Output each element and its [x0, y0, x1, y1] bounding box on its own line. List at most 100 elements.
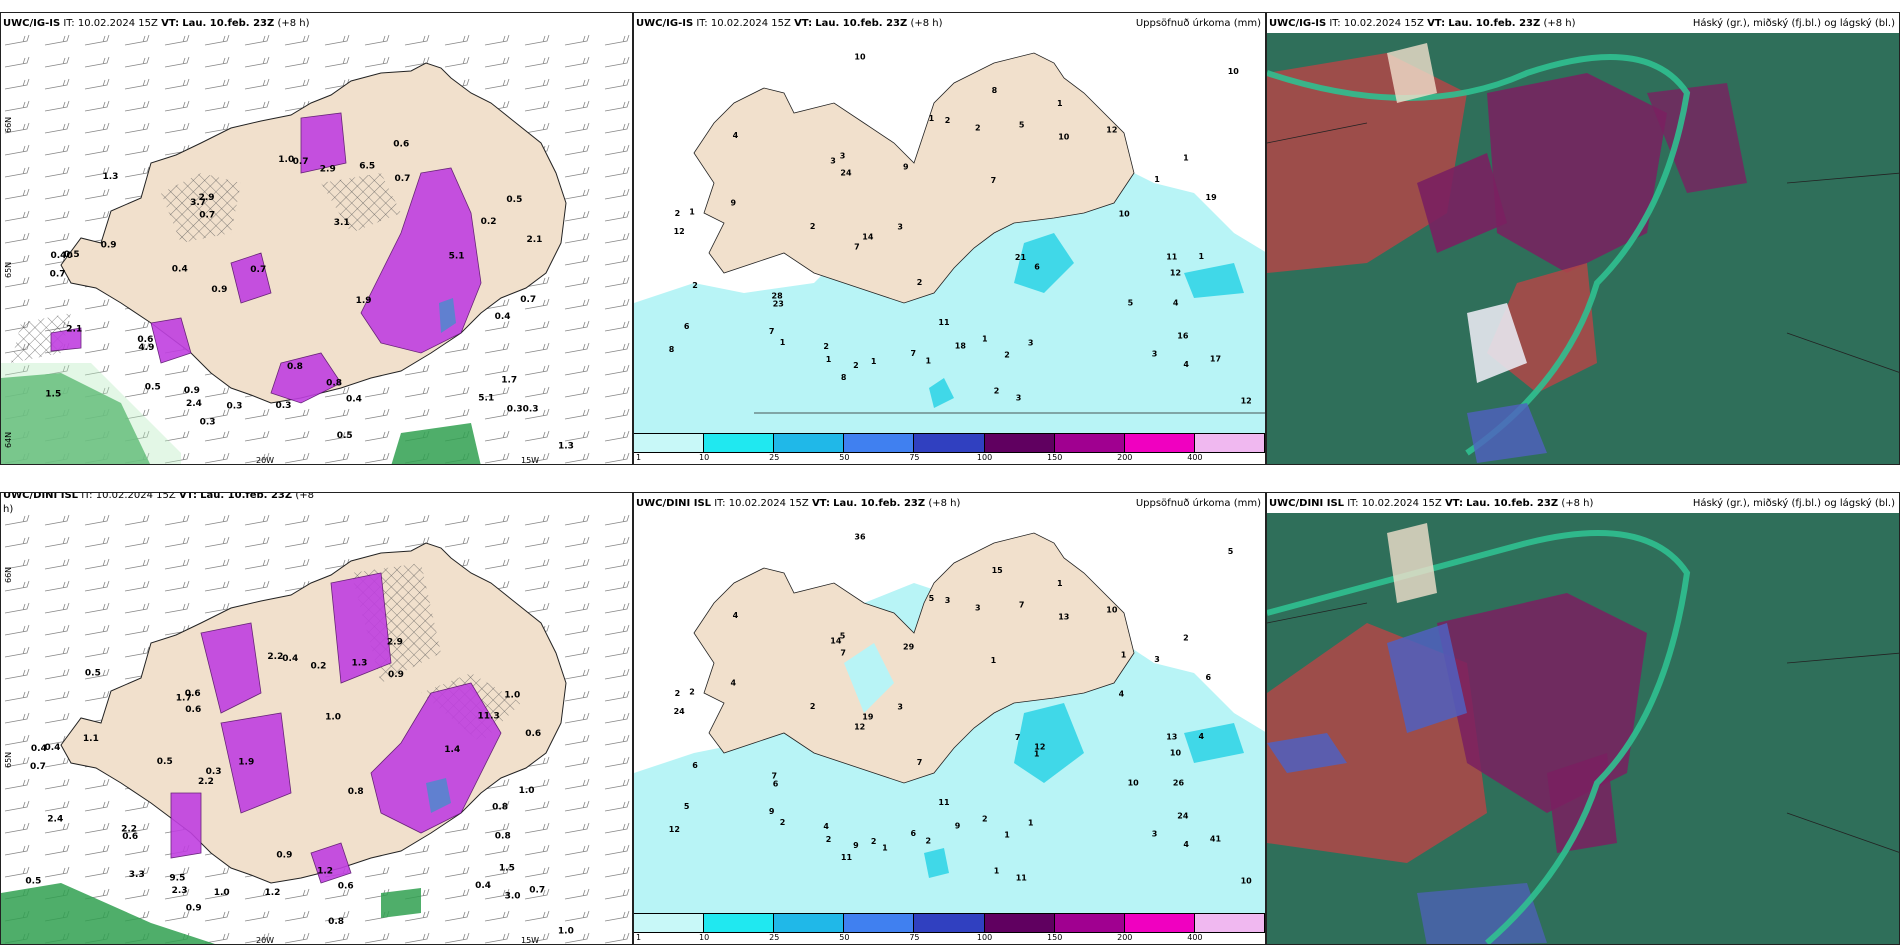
- value-label: 5: [1228, 547, 1234, 556]
- value-label: 0.30.3: [507, 405, 539, 415]
- value-label: 0.4: [495, 312, 511, 322]
- value-label: 3: [1028, 338, 1034, 347]
- value-label: 0.7: [30, 762, 46, 772]
- value-label: 1: [1034, 749, 1040, 758]
- value-label: 0.6: [525, 729, 541, 739]
- value-label: 1.9: [238, 758, 254, 768]
- value-label: 5: [1019, 120, 1025, 129]
- value-label: 11: [1166, 253, 1178, 262]
- value-label: 19: [1206, 193, 1218, 202]
- colorbar-cell: [634, 434, 705, 452]
- colorbar-tick-label: 10: [699, 933, 710, 942]
- value-label: 2: [871, 837, 877, 846]
- colorbar-cell: [634, 914, 705, 932]
- value-label: 1: [882, 844, 888, 853]
- value-label: 28: [772, 292, 784, 301]
- value-label: 6.5: [359, 162, 375, 172]
- value-label: 0.7: [293, 157, 309, 167]
- model-name: UWC/IG-IS: [636, 18, 694, 29]
- value-label: 1: [1199, 252, 1205, 261]
- colorbar-cell: [704, 434, 775, 452]
- value-label: 1: [1057, 579, 1063, 588]
- value-label: 1.3: [558, 442, 574, 452]
- value-label: 0.9: [276, 850, 292, 860]
- value-label: 1.0: [558, 927, 574, 937]
- value-label: 0.5: [85, 669, 101, 679]
- model-name: UWC/DINI ISL: [636, 498, 712, 509]
- value-label: 10: [1128, 779, 1140, 788]
- value-label: 12: [1241, 397, 1252, 406]
- value-label: 2: [994, 386, 1000, 395]
- value-label: 1: [929, 114, 935, 123]
- colorbar-tick-label: 10: [699, 453, 710, 462]
- value-label: 2: [675, 689, 681, 698]
- value-label: 6: [684, 322, 690, 331]
- value-label: 0.5: [337, 431, 353, 441]
- value-label: 3: [1016, 394, 1022, 403]
- value-label: 0.8: [287, 362, 303, 372]
- value-label: 3: [1152, 829, 1158, 838]
- value-label: 0.6: [393, 140, 409, 150]
- colorbar-cell: [1194, 434, 1265, 452]
- value-label: 11: [1016, 874, 1028, 883]
- panel-dini-accum-precip: UWC/DINI ISL IT: 10.02.2024 15Z VT: Lau.…: [633, 492, 1266, 945]
- value-labels: 2 112112211214132325341213171092119232428…: [669, 53, 1252, 406]
- panel-header: UWC/IG-IS IT: 10.02.2024 15Z VT: Lau. 10…: [634, 13, 1265, 33]
- value-label: 1.0: [325, 712, 341, 722]
- value-label: 6: [1206, 673, 1212, 682]
- value-label: 0.9: [186, 904, 202, 914]
- colorbar-tick-label: 150: [1047, 453, 1063, 462]
- value-label: 4: [1183, 360, 1189, 369]
- lon-label-20w: 20W: [256, 936, 274, 945]
- colorbar-cell: [914, 914, 985, 932]
- colorbar-tick-label: 25: [769, 453, 780, 462]
- value-label: 7: [840, 649, 846, 658]
- value-label: 4: [823, 822, 829, 831]
- value-label: 1.3: [103, 172, 119, 182]
- value-label: 2.3: [172, 886, 188, 896]
- colorbar-cell: [844, 914, 915, 932]
- accumulated-precip-map: 2 222211122324253146734543341447667711101…: [634, 513, 1265, 913]
- value-label: 7: [772, 772, 778, 781]
- colorbar-cell: [844, 434, 915, 452]
- value-label: 0.6: [185, 705, 201, 715]
- value-label: 2.9: [320, 165, 336, 175]
- value-label: 9: [955, 821, 961, 830]
- model-name: UWC/DINI ISL: [3, 492, 79, 501]
- value-label: 2.4: [186, 399, 202, 409]
- value-label: 0.2: [311, 661, 327, 671]
- colorbar-tick-label: 100: [976, 453, 993, 462]
- value-label: 0.6: [185, 689, 201, 699]
- value-label: 2: [810, 702, 816, 711]
- colorbar-cell: [1124, 914, 1195, 932]
- value-label: 1.0: [504, 691, 520, 701]
- value-label: 3: [1152, 349, 1158, 358]
- value-label: 9.5: [169, 874, 185, 884]
- value-label: 7: [1019, 600, 1025, 609]
- colorbar-tick-label: 400: [1187, 933, 1203, 942]
- colorbar-tick-label: 1: [636, 453, 642, 462]
- value-label: 7: [854, 243, 860, 252]
- colorbar-cell: [984, 914, 1055, 932]
- value-label: 21: [1015, 253, 1027, 262]
- value-label: 0.6: [338, 882, 354, 892]
- colorbar-cell: [774, 434, 845, 452]
- value-label: 1: [780, 338, 786, 347]
- value-label: 0.7: [520, 295, 536, 305]
- value-label: 2: [675, 209, 681, 218]
- value-label: 12: [674, 227, 685, 236]
- value-label: 10: [1106, 606, 1118, 615]
- value-label: 0.9: [101, 241, 117, 251]
- value-label: 11: [938, 318, 950, 327]
- value-label: 2: [780, 818, 786, 827]
- value-label: 0.7: [50, 270, 66, 280]
- value-label: 1.0: [214, 888, 230, 898]
- value-label: 2.1: [527, 235, 543, 245]
- value-label: 19: [862, 712, 874, 721]
- value-label: 2: [1004, 350, 1010, 359]
- value-label: 13: [1058, 613, 1069, 622]
- value-label: 0.4: [475, 881, 491, 891]
- value-label: 1.2: [265, 888, 281, 898]
- value-label: 0.9: [211, 285, 227, 295]
- model-name: UWC/IG-IS: [3, 18, 61, 29]
